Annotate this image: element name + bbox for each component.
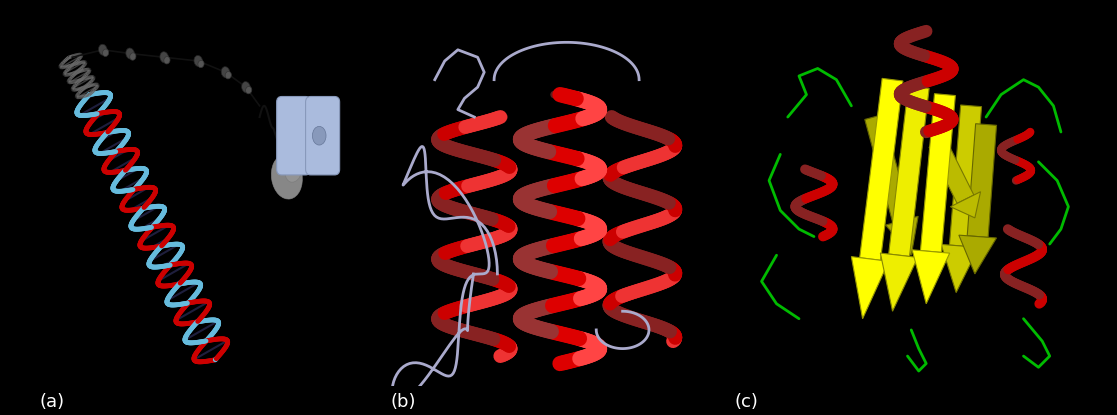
Polygon shape xyxy=(865,115,911,223)
Ellipse shape xyxy=(98,44,107,55)
Polygon shape xyxy=(958,235,996,274)
Polygon shape xyxy=(949,105,982,247)
Ellipse shape xyxy=(221,67,230,78)
Ellipse shape xyxy=(160,52,169,63)
Ellipse shape xyxy=(164,56,170,64)
Ellipse shape xyxy=(126,48,134,59)
Polygon shape xyxy=(851,256,889,319)
Ellipse shape xyxy=(241,82,250,93)
FancyBboxPatch shape xyxy=(277,96,311,175)
Ellipse shape xyxy=(226,71,231,79)
Ellipse shape xyxy=(313,127,326,145)
Polygon shape xyxy=(860,78,903,260)
Ellipse shape xyxy=(285,156,303,182)
Polygon shape xyxy=(886,216,918,255)
Ellipse shape xyxy=(103,49,108,56)
Polygon shape xyxy=(913,250,949,304)
Polygon shape xyxy=(929,139,974,203)
Ellipse shape xyxy=(130,53,136,60)
Polygon shape xyxy=(889,86,929,256)
FancyBboxPatch shape xyxy=(306,96,340,175)
Text: (a): (a) xyxy=(39,393,64,411)
Polygon shape xyxy=(951,192,981,218)
Ellipse shape xyxy=(246,86,251,94)
Polygon shape xyxy=(967,124,996,237)
Polygon shape xyxy=(920,94,955,252)
Ellipse shape xyxy=(198,60,204,68)
Ellipse shape xyxy=(194,56,202,66)
Text: (c): (c) xyxy=(735,393,758,411)
Polygon shape xyxy=(880,253,918,311)
Text: (b): (b) xyxy=(391,393,417,411)
Ellipse shape xyxy=(271,154,303,199)
Polygon shape xyxy=(942,244,978,293)
